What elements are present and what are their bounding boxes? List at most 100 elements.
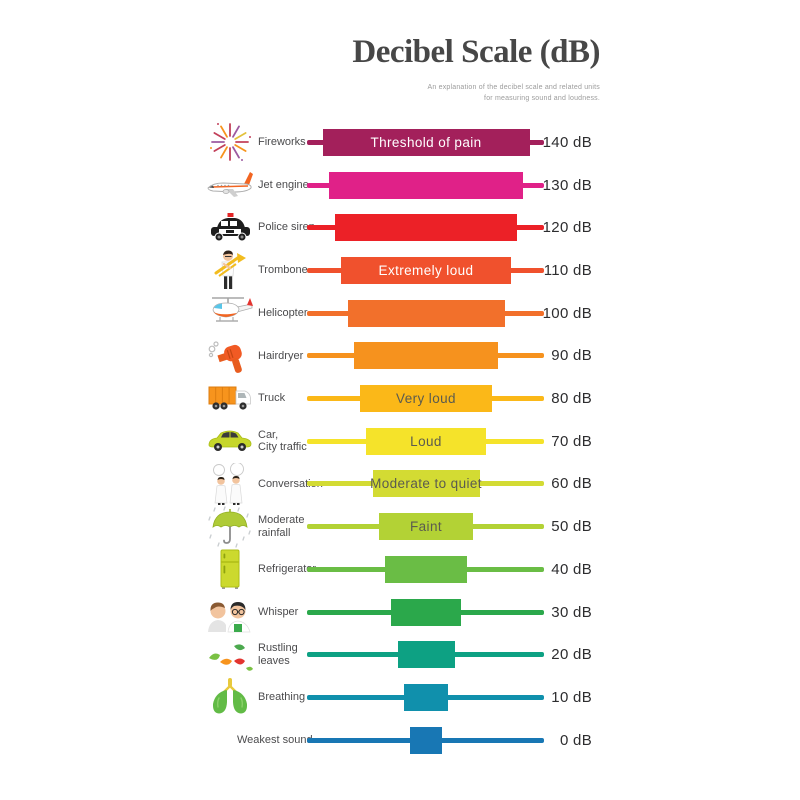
db-value: 20 dB [551,646,592,664]
level-bar: Faint [378,513,474,541]
source-label-line: Car, [258,428,279,441]
scale-row: Refrigerator 40 dB [0,548,800,591]
level-bar: Threshold of pain [322,128,530,156]
level-bar [391,598,461,626]
db-value: 120 dB [542,219,592,237]
source-label-line: Police siren [258,221,315,234]
helicopter-icon [204,292,256,335]
source-label: Helicopter [258,292,330,335]
scale-row: Trombone Extremely loud 110 dB [0,249,800,292]
scale-row: Hairdryer 90 dB [0,335,800,378]
loudness-description: Faint [409,519,442,535]
subtitle: An explanation of the decibel scale and … [428,83,601,104]
source-label-line: Moderate [258,514,305,527]
level-bar [385,555,467,583]
loudness-description: Very loud [396,391,456,407]
scale-row: Breathing 10 dB [0,676,800,719]
scale-row: Fireworks Threshold of pain 140 dB [0,121,800,164]
source-label: Moderate rainfall [258,505,330,548]
level-bar [347,299,505,327]
source-label-line: Truck [258,392,286,405]
loudness-description: Threshold of pain [370,134,482,150]
source-label-line: Whisper [258,605,299,618]
scale-row: Police siren 120 dB [0,206,800,249]
source-label: Breathing [258,676,330,719]
refrigerator-icon [204,548,256,591]
level-bar [403,683,449,711]
subtitle-line-2: for measuring sound and loudness. [484,94,600,102]
subtitle-line-1: An explanation of the decibel scale and … [427,84,600,91]
level-bar: Very loud [360,385,492,413]
db-value: 80 dB [551,390,592,408]
source-label-line: Helicopter [258,306,308,319]
loudness-description: Moderate to quiet [370,476,482,492]
level-bar [397,641,455,669]
scale-row: Truck Very loud 80 dB [0,377,800,420]
db-value: 60 dB [551,475,592,493]
scale-row: Moderate rainfall Faint 50 dB [0,505,800,548]
rustling-leaves-icon [204,633,256,676]
source-label-line: City traffic [258,441,307,454]
db-value: 90 dB [551,347,592,365]
source-label-line: Jet engine [258,178,309,191]
db-value: 140 dB [542,133,592,151]
source-label: Trombone [258,249,330,292]
police-car-icon [204,206,256,249]
umbrella-icon [204,505,256,548]
db-value: 40 dB [551,560,592,578]
loudness-description: Extremely loud [378,262,474,278]
scale-row: Whisper 30 dB [0,591,800,634]
source-label-line: Breathing [258,691,306,704]
level-bar: Moderate to quiet [370,470,482,498]
source-label-line: Refrigerator [258,563,317,576]
source-label: Whisper [258,591,330,634]
scale-row: Conversation Moderate to quiet 60 dB [0,462,800,506]
scale-row: Helicopter 100 dB [0,292,800,335]
whisper-icon [204,591,256,634]
source-label-line: Rustling [258,642,298,655]
level-bar [410,726,442,754]
level-bar [328,171,524,199]
source-label-line: Fireworks [258,136,306,149]
source-label-line: Hairdryer [258,349,304,362]
source-label-line: Conversation [258,477,323,490]
db-value: 70 dB [551,432,592,450]
db-value: 130 dB [542,176,592,194]
source-label-line: Weakest sound [237,733,313,746]
trombone-icon [204,249,256,292]
loudness-description: Loud [410,433,442,449]
source-label-line: rainfall [258,526,291,539]
page-title: Decibel Scale (dB) [352,34,600,70]
scale-row: Weakest sound 0 dB [0,719,800,762]
truck-icon [204,377,256,420]
source-label: Hairdryer [258,335,330,378]
source-label: Rustling leaves [258,633,330,676]
scale-row: Jet engine 130 dB [0,164,800,207]
scale-rows: Fireworks Threshold of pain 140 dB Jet e… [0,121,800,763]
level-bar [335,214,517,242]
hairdryer-icon [204,335,256,378]
source-label: Truck [258,377,330,420]
level-bar: Loud [366,427,486,455]
source-label: Jet engine [258,164,330,207]
breathing-icon [204,676,256,719]
source-label: Police siren [258,206,330,249]
scale-row: Car, City traffic Loud 70 dB [0,420,800,463]
car-icon [204,420,256,463]
db-value: 0 dB [559,731,592,749]
jet-engine-icon [204,164,256,207]
db-value: 30 dB [551,603,592,621]
level-bar: Extremely loud [341,256,511,284]
source-label: Weakest sound [237,719,313,762]
conversation-icon [204,462,256,506]
scale-row: Rustling leaves 20 dB [0,633,800,676]
fireworks-icon [204,121,256,164]
source-label: Car, City traffic [258,420,330,463]
db-value: 50 dB [551,518,592,536]
db-value: 110 dB [543,261,592,279]
db-value: 10 dB [551,688,592,706]
source-label-line: Trombone [258,264,308,277]
source-label: Refrigerator [258,548,330,591]
source-label: Fireworks [258,121,330,164]
